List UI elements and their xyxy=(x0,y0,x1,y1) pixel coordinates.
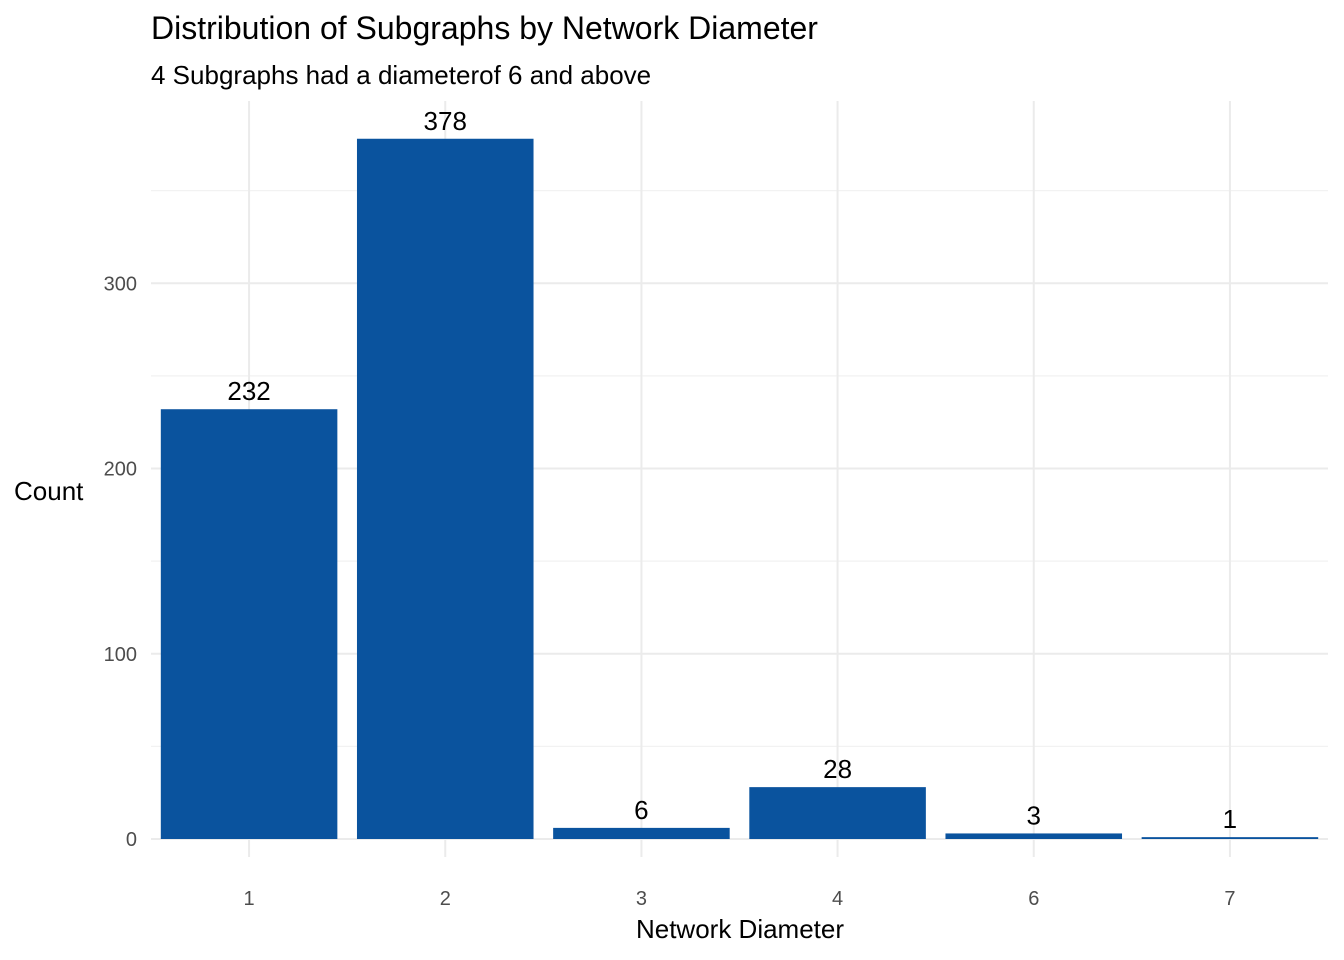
data-label-7: 1 xyxy=(1223,804,1237,834)
grid-minor-lines xyxy=(151,190,1328,747)
bar-3 xyxy=(553,827,730,839)
bar-1 xyxy=(160,409,338,839)
x-tick-label: 6 xyxy=(1028,888,1039,910)
chart-title: Distribution of Subgraphs by Network Dia… xyxy=(151,10,818,46)
bar-4 xyxy=(749,787,926,839)
data-label-2: 378 xyxy=(424,106,467,136)
x-tick-label: 7 xyxy=(1224,888,1235,910)
bar-2 xyxy=(356,138,534,839)
y-tick-label: 0 xyxy=(126,829,137,851)
x-tick-label: 4 xyxy=(832,888,843,910)
data-label-3: 6 xyxy=(634,795,648,825)
x-tick-label: 3 xyxy=(636,888,647,910)
bar-7 xyxy=(1141,837,1319,839)
x-tick-label: 2 xyxy=(440,888,451,910)
x-ticks-group: 1 2 3 4 6 7 xyxy=(244,888,1236,910)
y-tick-label: 300 xyxy=(104,273,137,295)
x-axis-label: Network Diameter xyxy=(635,914,845,944)
data-label-1: 232 xyxy=(227,376,270,406)
chart-subtitle: 4 Subgraphs had a diameterof 6 and above xyxy=(151,60,652,90)
y-tick-label: 200 xyxy=(104,459,137,481)
data-label-6: 3 xyxy=(1027,800,1041,830)
data-labels-group: 232 378 6 28 3 1 xyxy=(227,106,1237,834)
bar-6 xyxy=(945,833,1123,839)
y-ticks-group: 0 100 200 300 xyxy=(104,273,137,851)
x-tick-label: 1 xyxy=(244,888,255,910)
y-tick-label: 100 xyxy=(104,644,137,666)
bars-group xyxy=(160,138,1319,839)
y-axis-label: Count xyxy=(14,476,84,506)
data-label-4: 28 xyxy=(823,754,852,784)
